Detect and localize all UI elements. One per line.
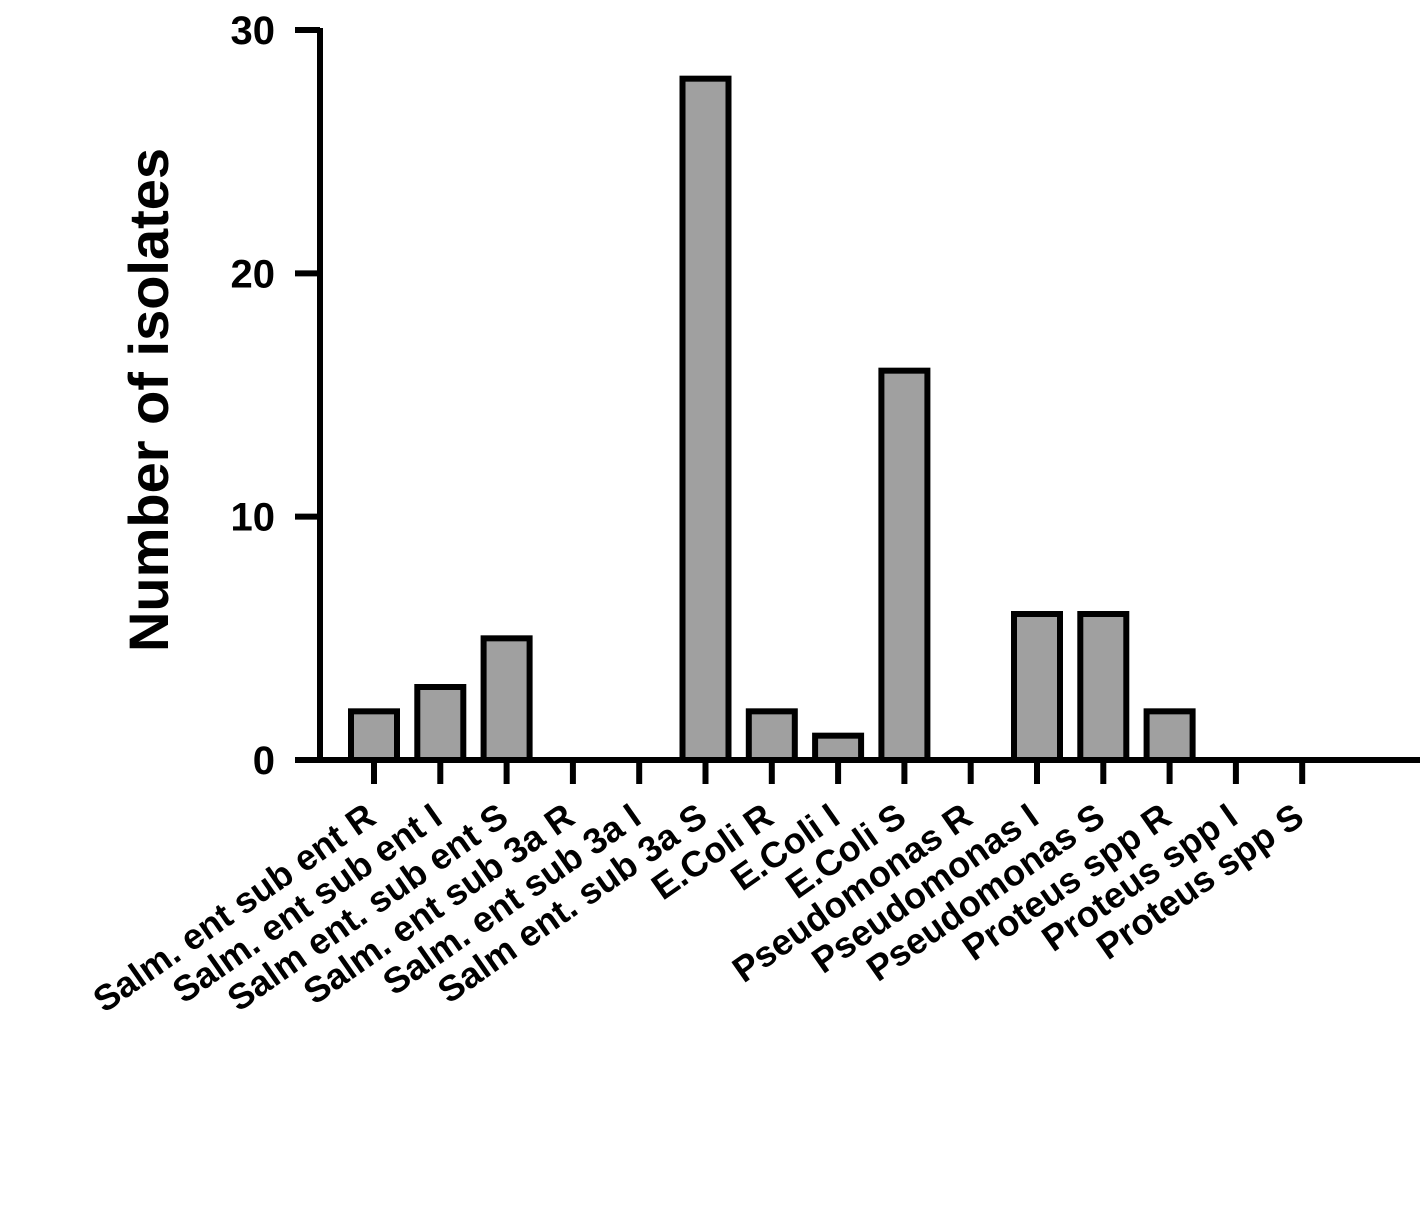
bar [1011, 611, 1063, 763]
bar [679, 75, 732, 763]
y-tick-label: 30 [231, 9, 276, 53]
y-tick-label: 0 [253, 739, 275, 783]
bar [414, 684, 467, 763]
y-axis-label: Number of isolates [117, 148, 180, 652]
bar [1143, 708, 1196, 763]
bar [745, 708, 798, 763]
bar [348, 708, 400, 763]
y-tick-label: 10 [231, 496, 276, 540]
axes-group [295, 28, 1420, 763]
bar [1077, 611, 1130, 763]
y-tick-label: 20 [231, 252, 276, 296]
bar [878, 367, 931, 763]
bars-group [348, 75, 1196, 764]
bar [812, 732, 865, 764]
y-ticks-group: 0 10 20 30 [231, 9, 320, 783]
bar [480, 635, 533, 763]
